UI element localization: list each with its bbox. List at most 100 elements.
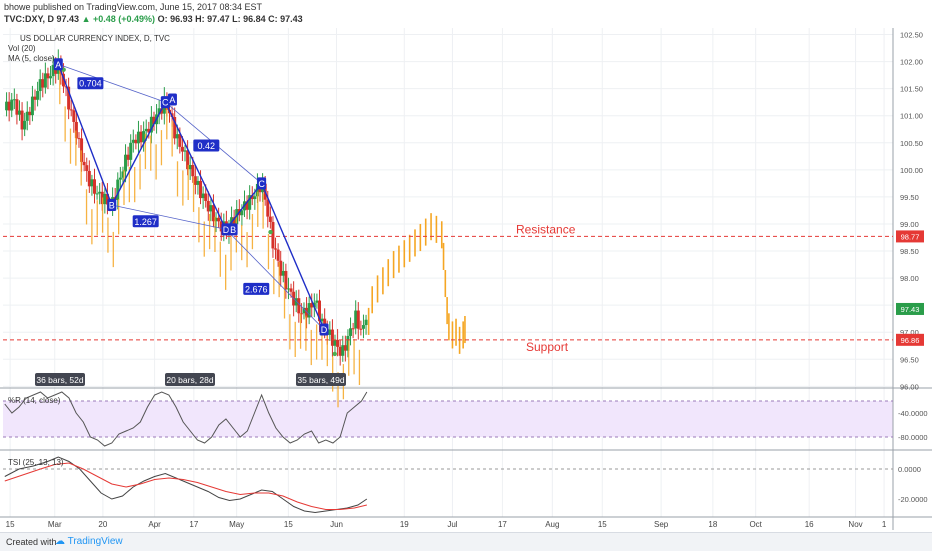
candle-body xyxy=(351,328,355,330)
candle-body xyxy=(338,346,342,356)
candle-body xyxy=(116,179,120,200)
candle-body xyxy=(36,91,40,100)
pattern-point-label: B xyxy=(109,201,115,211)
candle-body xyxy=(333,339,337,346)
footer-created-with: Created with xyxy=(6,537,57,547)
tsi-tick-label: 0.0000 xyxy=(898,465,921,474)
candle-body xyxy=(142,131,146,143)
bars-range-badge xyxy=(296,373,346,386)
candle-body xyxy=(20,110,24,130)
candle-body xyxy=(85,165,89,171)
candle-body xyxy=(188,165,192,170)
candle-body xyxy=(147,128,151,133)
candle-body xyxy=(201,193,205,199)
resistance-price-badge: 98.77 xyxy=(901,232,920,241)
ohlc-values: O: 96.93 H: 97.47 L: 96.84 C: 97.43 xyxy=(157,14,303,24)
pattern-point-label: D xyxy=(223,225,230,235)
time-tick-label: Apr xyxy=(148,520,161,529)
chart-canvas[interactable]: Resistance Support A B C D C D A B 0.704 1.267 0.42 2… xyxy=(0,0,932,532)
pattern-point-label: C xyxy=(162,98,169,108)
candle-body xyxy=(284,270,288,290)
candle-body xyxy=(131,139,135,143)
candle-body xyxy=(217,217,221,222)
candle-body xyxy=(317,300,321,322)
candle-body xyxy=(175,134,179,139)
tsi-title: TSI (25, 13, 13) xyxy=(8,458,64,467)
grid-layer xyxy=(3,28,893,517)
candle-body xyxy=(72,110,76,122)
candle-body xyxy=(255,183,259,197)
time-tick-label: Jul xyxy=(447,520,457,529)
candle-body xyxy=(232,217,236,225)
pattern-ratio-label: 1.267 xyxy=(134,217,157,227)
candle-body xyxy=(74,121,78,139)
tsi-signal-line xyxy=(4,462,367,510)
price-tick-label: 100.50 xyxy=(900,139,923,148)
candle-body xyxy=(46,73,50,79)
candle-body xyxy=(90,179,94,187)
pattern-point-label: A xyxy=(55,60,61,70)
candle-body xyxy=(349,328,353,336)
candle-body xyxy=(5,101,9,111)
legend-ma: MA (5, close) xyxy=(8,54,55,63)
candle-body xyxy=(160,108,164,114)
time-tick-label: 19 xyxy=(400,520,409,529)
pattern-point-label: A xyxy=(169,95,175,105)
candle-body xyxy=(305,307,309,318)
price-tick-label: 97.00 xyxy=(900,328,919,337)
time-tick-label: 17 xyxy=(189,520,198,529)
candle-body xyxy=(250,195,254,200)
pattern-point-label: D xyxy=(321,325,328,335)
candle-body xyxy=(356,310,360,329)
bars-range-label: 20 bars, 28d xyxy=(166,375,214,385)
candle-body xyxy=(209,205,213,212)
candle-body xyxy=(118,177,122,180)
pattern-ratio-label-bg xyxy=(77,77,104,90)
price-tick-label: 102.00 xyxy=(900,58,923,67)
pattern-point-label: B xyxy=(230,225,236,235)
candle-body xyxy=(149,116,153,133)
candle-body xyxy=(61,73,65,87)
candle-body xyxy=(266,199,270,217)
candle-body xyxy=(157,108,161,115)
candle-body xyxy=(183,150,187,152)
harmonic-pattern-layer: Resistance Support A B C D C D A B 0.704 1.267 0.42 2… xyxy=(3,58,893,386)
legend-title: US DOLLAR CURRENCY INDEX, D, TVC xyxy=(20,34,170,43)
candle-body xyxy=(289,288,293,292)
price-tick-label: 99.50 xyxy=(900,193,919,202)
candle-body xyxy=(103,193,107,205)
pattern-ratio-label-bg xyxy=(243,282,270,295)
up-arrow-icon: ▲ xyxy=(81,14,91,24)
price-tick-label: 96.00 xyxy=(900,382,919,391)
ma-dot xyxy=(332,351,337,357)
pattern-ratio-label: 0.704 xyxy=(79,79,102,89)
bars-range-label: 35 bars, 49d xyxy=(297,375,345,385)
candle-body xyxy=(126,154,130,160)
candle-body xyxy=(320,318,324,322)
wr-title: %R (14, close) xyxy=(8,396,61,405)
candle-body xyxy=(124,154,128,172)
pattern-ratio-label-bg xyxy=(132,215,159,228)
candle-body xyxy=(206,200,210,212)
candle-body xyxy=(173,116,177,139)
candle-body xyxy=(204,193,208,201)
pattern-point-label-bg xyxy=(319,323,329,336)
time-tick-label: Mar xyxy=(48,520,62,529)
candle-body xyxy=(186,150,190,170)
tradingview-logo[interactable]: ☁ TradingView xyxy=(55,536,123,547)
candle-body xyxy=(92,179,96,194)
candle-body xyxy=(274,248,278,250)
resistance-price-badge-bg xyxy=(896,230,924,243)
candle-body xyxy=(43,73,47,88)
candle-body xyxy=(315,300,319,303)
time-tick-label: Aug xyxy=(545,520,559,529)
price-tick-label: 101.00 xyxy=(900,112,923,121)
symbol-name: TVC:DXY, D xyxy=(4,14,55,24)
candle-body xyxy=(248,195,252,210)
candle-body xyxy=(136,131,140,144)
candle-body xyxy=(67,86,71,110)
tsi-tick-label: -20.0000 xyxy=(898,495,928,504)
price-tick-label: 100.00 xyxy=(900,166,923,175)
candle-body xyxy=(191,165,195,177)
candle-body xyxy=(299,313,303,315)
